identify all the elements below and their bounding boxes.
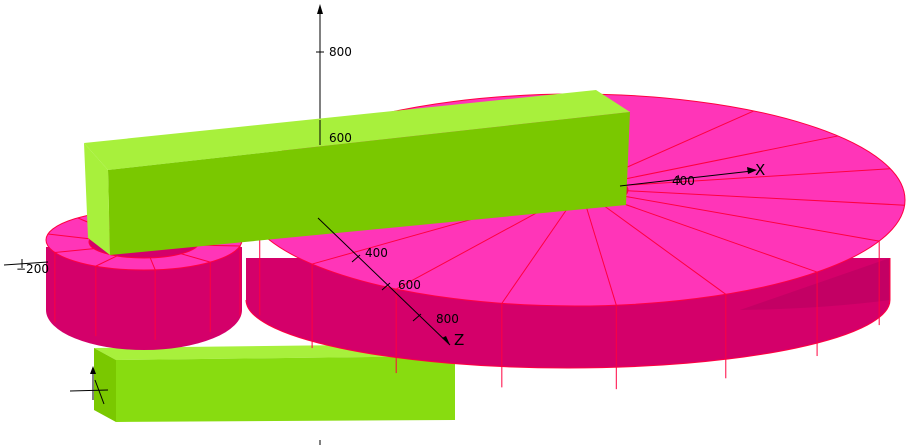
left-axis: −200 <box>3 259 49 276</box>
origin-triad <box>69 366 109 405</box>
z-tick-label-800: 800 <box>436 312 459 326</box>
large-gear-spoke <box>601 203 727 295</box>
vertical-axis-front: 600 <box>319 120 352 145</box>
vertical-tick-label-800: 800 <box>329 45 352 59</box>
large-gear-spoke <box>585 205 617 306</box>
large-gear-spoke <box>627 190 905 206</box>
left-tick-label: −200 <box>16 262 49 276</box>
z-axis-label: Z <box>454 331 464 349</box>
small-gear-spoke <box>47 233 91 240</box>
small-gear-side-lines <box>54 245 241 340</box>
small-gear-spoke <box>149 257 156 270</box>
large-gear-spoke <box>625 168 891 186</box>
large-gear-spoke <box>501 205 570 304</box>
x-axis: 400 X <box>619 161 765 188</box>
small-gear-spoke <box>95 255 118 267</box>
small-gear-spoke <box>181 253 211 263</box>
x-tick-label-400: 400 <box>672 174 695 188</box>
x-axis-label: X <box>755 161 765 179</box>
large-gear-spoke <box>618 135 838 181</box>
z-axis: 400 600 800 Z <box>317 217 464 349</box>
z-tick-label-400: 400 <box>365 246 388 260</box>
upper-link <box>84 90 630 255</box>
z-tick-label-600: 600 <box>398 278 421 292</box>
vertical-tick-label-600: 600 <box>329 131 352 145</box>
large-gear-spoke <box>395 203 555 290</box>
large-gear-spoke <box>615 200 818 273</box>
large-gear-spoke <box>605 110 755 178</box>
small-gear-spoke <box>54 248 95 253</box>
large-gear-spoke <box>624 195 880 242</box>
large-gear-side-lines <box>259 231 880 390</box>
